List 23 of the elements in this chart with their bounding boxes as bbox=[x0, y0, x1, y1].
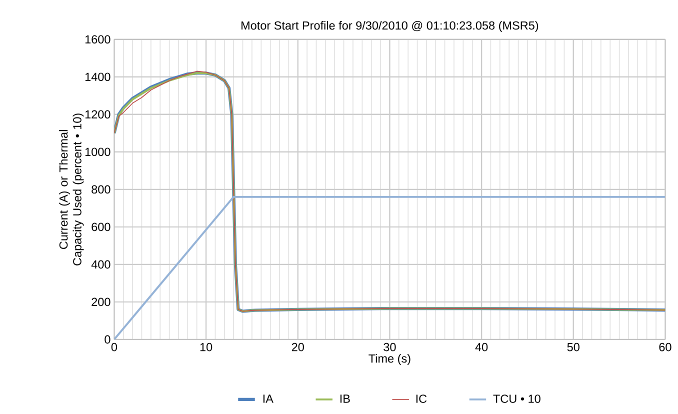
x-tick-label: 10 bbox=[200, 342, 212, 352]
x-tick-label: 20 bbox=[292, 342, 304, 352]
x-tick-label: 0 bbox=[111, 342, 118, 352]
legend-label: IC bbox=[416, 394, 427, 403]
y-tick-label: 1200 bbox=[85, 110, 110, 118]
x-tick-label: 60 bbox=[659, 342, 672, 352]
legend-label: TCU • 10 bbox=[493, 394, 540, 403]
x-tick-label: 50 bbox=[567, 342, 580, 352]
legend-label: IB bbox=[340, 394, 350, 403]
y-axis-title: Current (A) or Thermal Capacity Used (percent • 10) bbox=[59, 113, 84, 266]
y-tick-label: 400 bbox=[91, 260, 110, 268]
chart-title: Motor Start Profile for 9/30/2010 @ 01:10:23.058 (MSR5) bbox=[242, 20, 538, 32]
y-tick-label: 1000 bbox=[85, 148, 110, 156]
legend-label: IA bbox=[263, 394, 274, 403]
y-tick-label: 200 bbox=[92, 298, 110, 306]
x-tick-label: 30 bbox=[384, 342, 396, 352]
y-tick-label: 800 bbox=[92, 185, 110, 194]
y-tick-label: 600 bbox=[92, 222, 110, 231]
y-tick-label: 1400 bbox=[85, 72, 110, 81]
y-tick-label: 0 bbox=[104, 335, 110, 344]
x-tick-label: 40 bbox=[475, 342, 488, 352]
x-axis-title: Time (s) bbox=[368, 354, 410, 365]
y-tick-label: 1600 bbox=[85, 35, 110, 44]
